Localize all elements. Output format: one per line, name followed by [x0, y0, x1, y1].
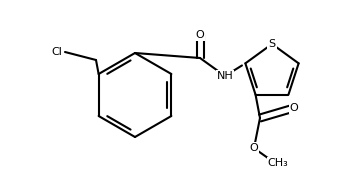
- Text: Cl: Cl: [52, 47, 62, 57]
- Text: CH₃: CH₃: [268, 158, 288, 168]
- Text: O: O: [290, 103, 298, 113]
- Text: O: O: [250, 143, 258, 153]
- Text: O: O: [196, 30, 204, 40]
- Text: S: S: [268, 39, 276, 49]
- Text: NH: NH: [216, 71, 234, 81]
